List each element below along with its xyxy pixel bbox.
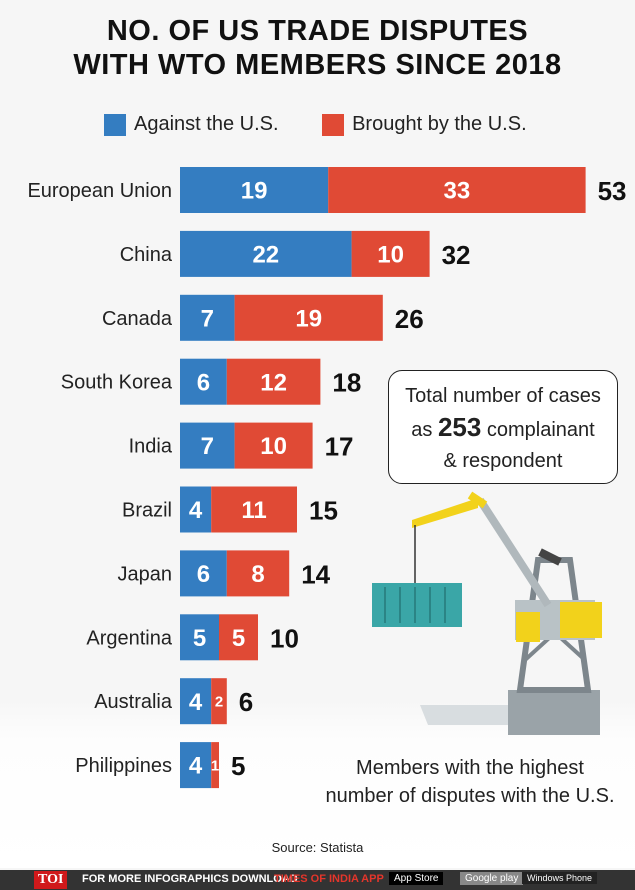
bar-total-label: 10 xyxy=(270,623,299,653)
legend-item-brought: Brought by the U.S. xyxy=(322,113,527,136)
bar-segment xyxy=(180,422,235,469)
bar-total-label: 14 xyxy=(301,559,330,589)
title-line-2: WITH WTO MEMBERS SINCE 2018 xyxy=(73,49,562,81)
bar-total-label: 32 xyxy=(442,240,471,270)
bar-segment xyxy=(180,230,352,277)
bar-value-label: 10 xyxy=(377,241,404,268)
bar-segment xyxy=(234,422,313,469)
source-text: Source: Statista xyxy=(271,840,364,855)
bar-value-label: 6 xyxy=(197,369,210,396)
bar-value-label: 2 xyxy=(215,694,223,711)
bar-value-label: 1 xyxy=(211,757,219,774)
footer-app-link[interactable]: TIMES OF INDIA APP xyxy=(274,873,384,885)
legend-label: Against the U.S. xyxy=(134,113,279,135)
bar-segment xyxy=(328,167,586,213)
footer-banner: TOI FOR MORE INFOGRAPHICS DOWNLOAD TIMES… xyxy=(0,870,635,890)
app-store-badge[interactable]: App Store xyxy=(389,872,444,885)
category-label: Canada xyxy=(102,308,173,330)
category-label: European Union xyxy=(27,180,172,202)
bar-segment xyxy=(180,742,212,789)
bar-value-label: 19 xyxy=(241,178,268,205)
bar-segment xyxy=(219,614,258,661)
bar-segment xyxy=(211,486,297,533)
bar-total-label: 53 xyxy=(598,176,627,206)
bar-value-label: 22 xyxy=(252,241,279,268)
bar-total-label: 26 xyxy=(395,304,424,334)
note-line-1: Members with the highest xyxy=(356,757,584,779)
total-cases-number: 253 xyxy=(437,412,482,442)
bar-segment xyxy=(180,358,227,405)
total-cases-box: Total number of cases as 253 complainant… xyxy=(388,370,618,484)
infobox-post: complainant xyxy=(486,419,595,441)
infobox-line-3: & respondent xyxy=(443,450,563,472)
bar-value-label: 4 xyxy=(189,689,203,716)
bar-segment xyxy=(180,678,212,725)
bar-total-label: 18 xyxy=(332,368,361,398)
bar-segment xyxy=(180,614,219,661)
bar-value-label: 5 xyxy=(232,625,245,652)
bar-segment xyxy=(211,742,219,789)
bar-value-label: 7 xyxy=(201,305,214,332)
bar-segment xyxy=(180,550,227,597)
chart-title: NO. OF US TRADE DISPUTES WITH WTO MEMBER… xyxy=(0,14,635,82)
category-label: China xyxy=(120,244,173,266)
bar-segment xyxy=(226,358,321,405)
legend-item-against: Against the U.S. xyxy=(104,113,279,136)
bar-value-label: 11 xyxy=(241,497,266,524)
bar-value-label: 33 xyxy=(444,178,471,205)
toi-logo[interactable]: TOI xyxy=(34,871,68,889)
windows-phone-badge[interactable]: Windows Phone xyxy=(522,872,598,884)
infobox-as: as xyxy=(411,419,433,441)
category-label: Philippines xyxy=(75,755,172,777)
legend-swatch-red xyxy=(322,113,345,136)
bar-value-label: 4 xyxy=(189,497,203,524)
bar-segment xyxy=(180,167,329,213)
bar-segment xyxy=(180,294,235,341)
legend-swatch-blue xyxy=(104,113,126,136)
bar-value-label: 7 xyxy=(201,433,214,460)
footer-text: FOR MORE INFOGRAPHICS DOWNLOAD xyxy=(82,873,298,885)
bar-segment xyxy=(226,550,290,597)
category-label: India xyxy=(129,436,173,458)
crane-illustration xyxy=(372,491,602,735)
bar-value-label: 8 xyxy=(251,561,264,588)
legend: Against the U.S. Brought by the U.S. xyxy=(104,113,565,142)
bar-value-label: 4 xyxy=(189,753,203,780)
bar-segment xyxy=(211,678,227,725)
bar-value-label: 5 xyxy=(193,625,206,652)
title-line-1: NO. OF US TRADE DISPUTES xyxy=(106,15,529,47)
category-label: Australia xyxy=(94,691,173,713)
bar-total-label: 6 xyxy=(239,687,253,717)
category-label: Japan xyxy=(118,563,173,585)
category-label: Argentina xyxy=(86,627,172,649)
google-play-badge[interactable]: Google play xyxy=(460,872,524,885)
bar-segment xyxy=(234,294,383,341)
bar-value-label: 19 xyxy=(295,305,322,332)
bar-total-label: 17 xyxy=(325,432,354,462)
bar-value-label: 12 xyxy=(260,369,287,396)
infobox-line-2: as 253 complainant xyxy=(389,412,617,446)
bar-total-label: 15 xyxy=(309,496,338,526)
category-label: Brazil xyxy=(122,500,172,522)
infobox-line-1: Total number of cases xyxy=(405,385,601,407)
category-label: South Korea xyxy=(61,372,173,394)
chart-note: Members with the highest number of dispu… xyxy=(300,754,635,810)
bar-value-label: 10 xyxy=(260,433,287,460)
bar-segment xyxy=(351,230,430,277)
legend-label: Brought by the U.S. xyxy=(352,113,527,135)
bar-value-label: 6 xyxy=(197,561,210,588)
bar-segment xyxy=(180,486,212,533)
bar-total-label: 5 xyxy=(231,751,245,781)
note-line-2: number of disputes with the U.S. xyxy=(325,785,615,807)
